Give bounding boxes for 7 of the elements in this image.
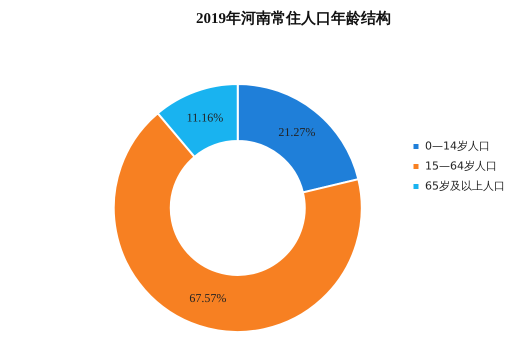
- data-label: 11.16%: [186, 110, 224, 124]
- chart-title: 2019年河南常住人口年龄结构: [196, 10, 391, 27]
- data-label: 67.57%: [189, 290, 226, 305]
- legend-label: 15—64岁人口: [425, 159, 498, 172]
- data-label: 21.27%: [278, 125, 316, 140]
- legend-label: 65岁及以上人口: [425, 179, 506, 192]
- legend-label: 0—14岁人口: [425, 139, 490, 152]
